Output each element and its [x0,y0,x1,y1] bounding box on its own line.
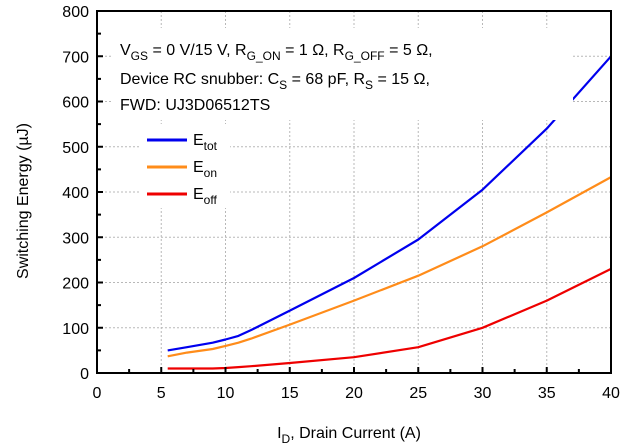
x-axis-title: ID, Drain Current (A) [277,425,421,446]
series-line-on [167,176,612,358]
x-tick-label: 0 [93,385,102,402]
y-tick-label: 0 [80,366,89,383]
x-tick-label: 25 [409,385,427,402]
x-tick-label: 35 [538,385,556,402]
x-tick-label: 15 [281,385,299,402]
y-tick-label: 100 [62,321,89,338]
legend: Etot Eon Eoff [147,132,218,207]
y-tick-label: 700 [62,49,89,66]
legend-label-on: Eon [193,159,217,180]
y-tick-label: 600 [62,95,89,112]
legend-label-off: Eoff [193,186,217,207]
series-lines [167,55,612,370]
x-tick-label: 20 [345,385,363,402]
x-tick-label: 40 [602,385,620,402]
legend-label-tot: Etot [193,132,218,153]
annotation-line-3: FWD: UJ3D06512TS [120,97,270,114]
series-line-off [167,267,612,370]
y-tick-label: 800 [62,4,89,21]
y-tick-label: 500 [62,140,89,157]
y-tick-label: 300 [62,230,89,247]
annotation-background [113,28,573,120]
tick-labels: 0 5 10 15 20 25 30 35 40010020030040050060070080… [62,4,620,402]
y-tick-label: 200 [62,276,89,293]
x-tick-label: 5 [157,385,166,402]
axes [96,10,612,374]
plot-frame [96,10,612,374]
y-tick-label: 400 [62,185,89,202]
y-axis-title: Switching Energy (µJ) [15,123,32,279]
x-tick-label: 30 [474,385,492,402]
annotation-line-1: VGS = 0 V/15 V, RG_ON = 1 Ω, RG_OFF = 5 … [120,42,433,63]
annotation-line-2: Device RC snubber: CS = 68 pF, RS = 15 Ω… [120,71,430,92]
series-line-tot [167,55,612,352]
x-tick-label: 10 [217,385,235,402]
